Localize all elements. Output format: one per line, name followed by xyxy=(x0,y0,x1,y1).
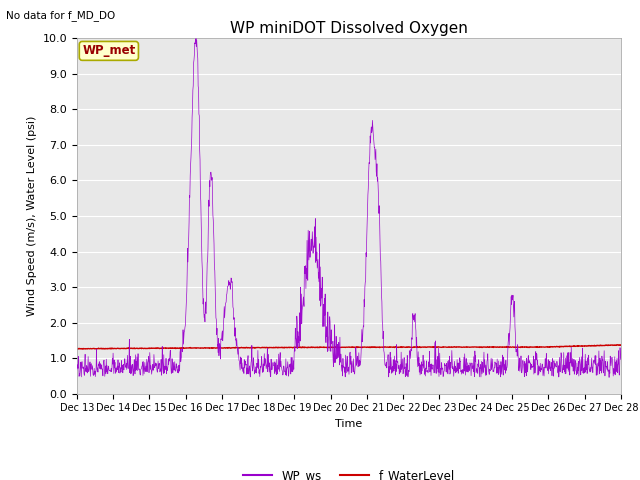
Text: No data for f_MD_DO: No data for f_MD_DO xyxy=(6,10,116,21)
X-axis label: Time: Time xyxy=(335,419,362,429)
Y-axis label: Wind Speed (m/s), Water Level (psi): Wind Speed (m/s), Water Level (psi) xyxy=(27,116,37,316)
Text: WP_met: WP_met xyxy=(83,44,136,58)
Title: WP miniDOT Dissolved Oxygen: WP miniDOT Dissolved Oxygen xyxy=(230,21,468,36)
Legend: WP_ws, f_WaterLevel: WP_ws, f_WaterLevel xyxy=(238,465,460,480)
